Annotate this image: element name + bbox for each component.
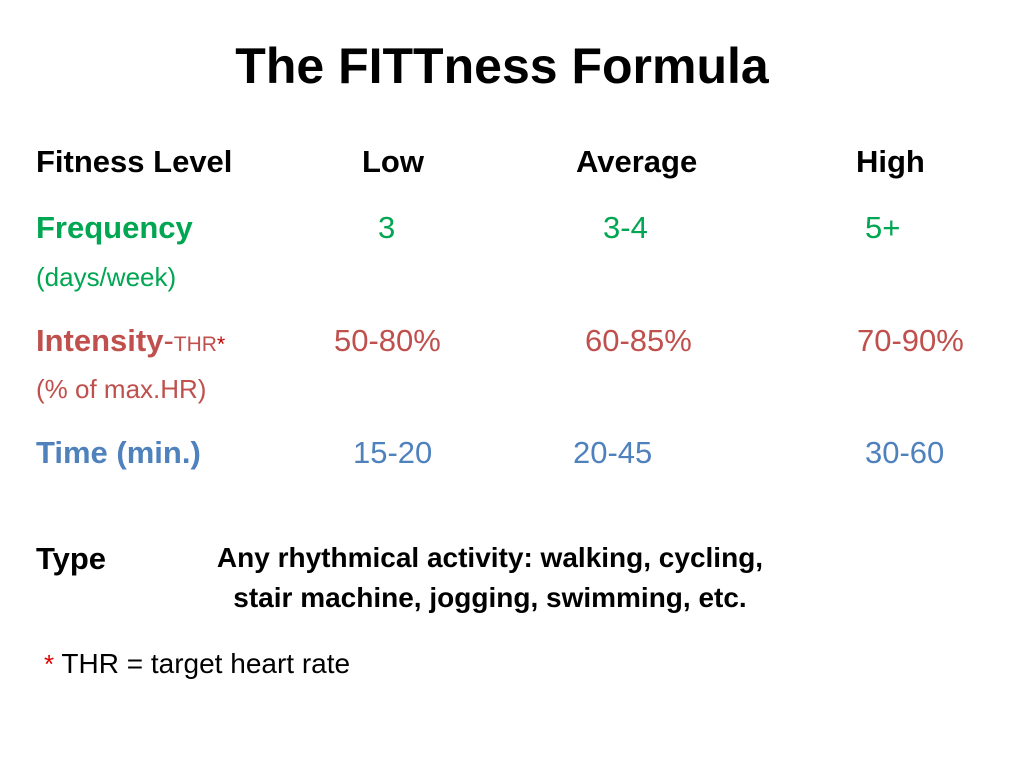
intensity-thr: THR	[173, 333, 217, 356]
frequency-label: Frequency	[36, 210, 193, 245]
frequency-high-value: 5+	[865, 210, 901, 245]
time-high-value: 30-60	[865, 435, 945, 470]
intensity-low-value: 50-80%	[334, 323, 441, 358]
type-description: Any rhythmical activity: walking, cyclin…	[178, 538, 802, 618]
type-line-2: stair machine, jogging, swimming, etc.	[233, 582, 747, 613]
intensity-high-value: 70-90%	[857, 323, 964, 358]
footnote-star: *	[44, 649, 55, 679]
intensity-star: *	[216, 333, 226, 356]
footnote-text: THR = target heart rate	[61, 648, 351, 679]
time-low-value: 15-20	[353, 435, 433, 470]
frequency-unit: (days/week)	[36, 262, 177, 292]
type-label: Type	[36, 541, 107, 576]
frequency-low-value: 3	[378, 210, 396, 245]
time-label: Time (min.)	[36, 435, 201, 470]
intensity-unit: (% of max.HR)	[36, 374, 207, 404]
header-low: Low	[362, 144, 424, 179]
intensity-dash: -	[163, 323, 174, 358]
header-high: High	[856, 144, 925, 179]
intensity-label: Intensity	[36, 323, 164, 358]
slide-title: The FITTness Formula	[235, 38, 769, 94]
time-average-value: 20-45	[573, 435, 653, 470]
footnote: * THR = target heart rate	[44, 647, 350, 681]
intensity-label-group: Intensity-THR*	[36, 323, 225, 363]
header-fitness-level: Fitness Level	[36, 144, 233, 179]
intensity-average-value: 60-85%	[585, 323, 692, 358]
frequency-average-value: 3-4	[603, 210, 648, 245]
type-line-1: Any rhythmical activity: walking, cyclin…	[216, 542, 764, 573]
header-average: Average	[576, 144, 698, 179]
